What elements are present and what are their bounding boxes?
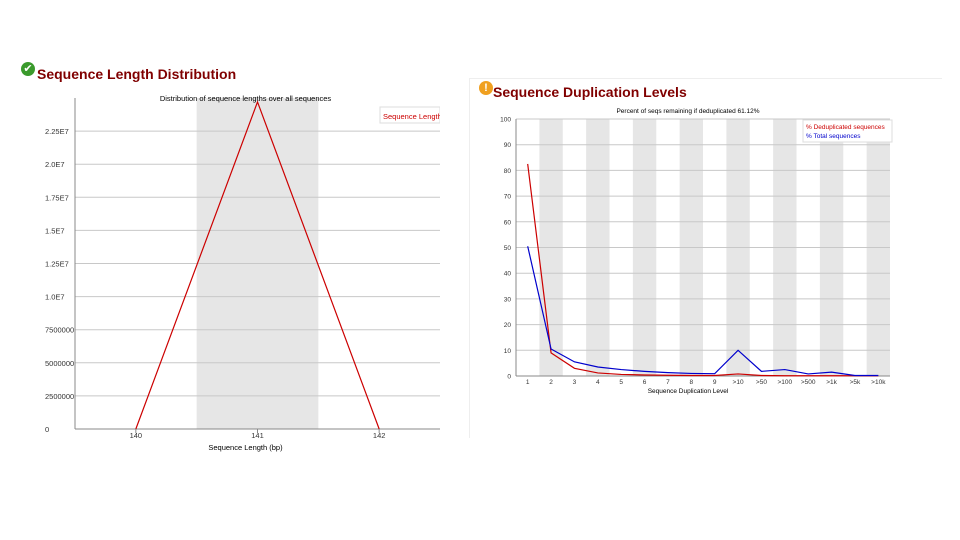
panel-top-border xyxy=(470,78,942,79)
y-tick-label: 7500000 xyxy=(45,326,74,335)
chart-title: Distribution of sequence lengths over al… xyxy=(160,94,332,103)
y-tick-label: 2500000 xyxy=(45,392,74,401)
y-tick-label: 0 xyxy=(45,425,49,434)
y-tick-label: 5000000 xyxy=(45,359,74,368)
y-tick-label: 20 xyxy=(504,322,512,329)
y-tick-label: 60 xyxy=(504,219,512,226)
warning-exclamation-icon: ! xyxy=(479,81,493,95)
chart-title: Percent of seqs remaining if deduplicate… xyxy=(616,108,759,115)
x-tick-label: 3 xyxy=(573,379,577,386)
y-tick-label: 2.0E7 xyxy=(45,160,65,169)
x-tick-label: >100 xyxy=(777,379,792,386)
x-axis-label: Sequence Length (bp) xyxy=(208,443,283,452)
x-tick-label: 7 xyxy=(666,379,670,386)
x-tick-label: 5 xyxy=(619,379,623,386)
x-tick-label: >10k xyxy=(871,379,886,386)
y-tick-label: 1.0E7 xyxy=(45,293,65,302)
y-tick-label: 100 xyxy=(500,117,511,124)
sequence-length-title: Sequence Length Distribution xyxy=(37,66,237,82)
y-tick-label: 40 xyxy=(504,271,512,278)
y-tick-label: 10 xyxy=(504,348,512,355)
x-tick-label: 2 xyxy=(549,379,553,386)
y-tick-label: 90 xyxy=(504,142,512,149)
legend-item-sequence-length: Sequence Length xyxy=(383,112,440,121)
duplication-levels-title: Sequence Duplication Levels xyxy=(493,84,687,100)
y-tick-label: 1.5E7 xyxy=(45,226,65,235)
x-tick-label: 9 xyxy=(713,379,717,386)
series-line-sequence-length xyxy=(135,100,380,430)
legend-box xyxy=(802,119,893,143)
y-tick-label: 1.75E7 xyxy=(45,193,69,202)
y-tick-label: 30 xyxy=(504,296,512,303)
x-tick-label: >1k xyxy=(826,379,837,386)
x-tick-label: 142 xyxy=(373,431,386,440)
x-tick-label: >10 xyxy=(733,379,744,386)
y-tick-label: 80 xyxy=(504,168,512,175)
pass-check-icon: ✔ xyxy=(21,62,35,76)
x-tick-label: >50 xyxy=(756,379,767,386)
legend-item-deduplicated: % Deduplicated sequences xyxy=(806,124,886,131)
x-tick-label: 6 xyxy=(643,379,647,386)
x-tick-label: 141 xyxy=(251,431,264,440)
duplication-levels-chart: 0 10 20 30 40 50 60 70 80 90 100 1 2 3 4 5 6 7 8 9 >10 >50 >10… xyxy=(500,108,893,395)
series-line-total xyxy=(527,246,879,377)
y-tick-label: 0 xyxy=(507,374,511,381)
y-tick-label: 2.25E7 xyxy=(45,127,69,136)
sequence-length-chart: 0 2500000 5000000 7500000 1.0E7 1.25E7 1.5E7 1.… xyxy=(45,94,440,452)
y-tick-label: 50 xyxy=(504,245,512,252)
x-axis-label: Sequence Duplication Level xyxy=(648,388,729,395)
x-tick-label: 1 xyxy=(526,379,530,386)
y-tick-label: 1.25E7 xyxy=(45,260,69,269)
x-tick-label: 140 xyxy=(130,431,143,440)
series-line-deduplicated xyxy=(527,163,879,377)
panel-left-border xyxy=(469,78,470,438)
x-tick-label: >500 xyxy=(801,379,816,386)
x-tick-label: 8 xyxy=(690,379,694,386)
legend-box xyxy=(379,106,440,124)
legend-item-total: % Total sequences xyxy=(806,133,861,140)
x-tick-label: >5k xyxy=(850,379,861,386)
y-tick-label: 70 xyxy=(504,194,512,201)
x-tick-label: 4 xyxy=(596,379,600,386)
